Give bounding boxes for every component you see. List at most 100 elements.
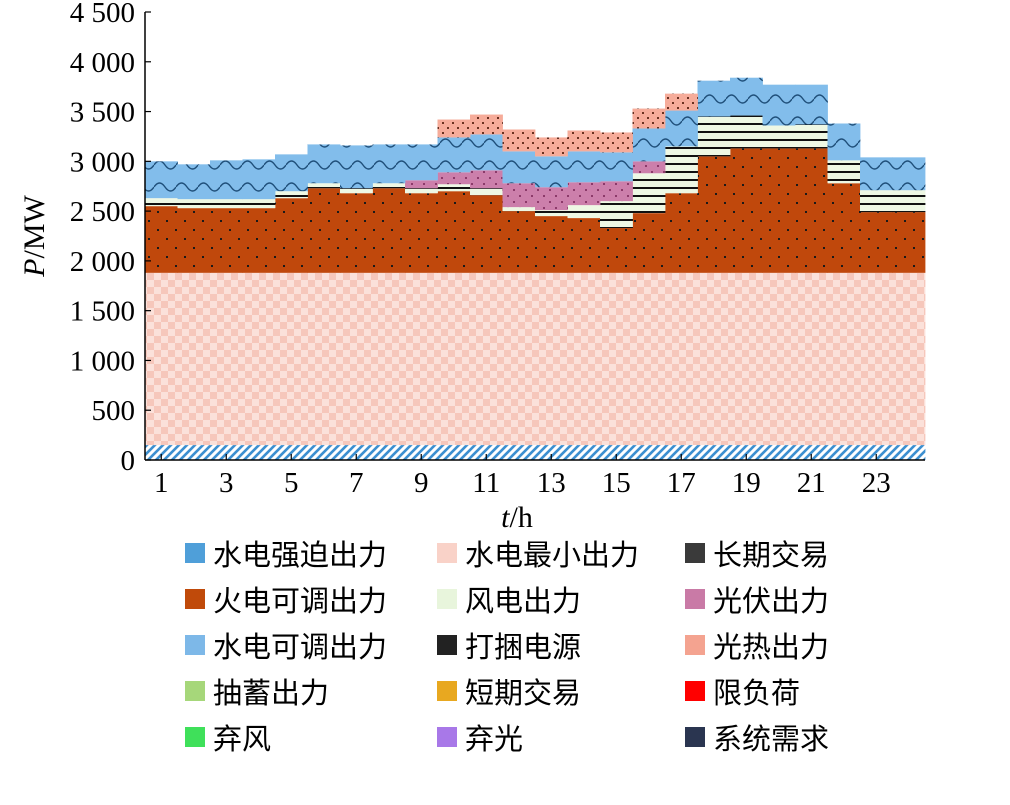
- y-axis-title: P/MW: [18, 194, 51, 277]
- area-segment: [177, 272, 211, 446]
- area-segment: [762, 272, 796, 446]
- area-segment: [762, 125, 796, 149]
- legend-swatch: [437, 681, 457, 701]
- y-tick-label: 1 000: [70, 345, 135, 377]
- area-segment: [275, 272, 308, 446]
- legend-label: 水电强迫出力: [213, 538, 388, 572]
- area-segment: [405, 180, 438, 189]
- legend-item: 水电可调出力: [185, 625, 387, 665]
- x-tick-label: 3: [219, 467, 234, 499]
- area-segment: [567, 218, 601, 273]
- area-segment: [275, 445, 308, 460]
- area-segment: [860, 272, 893, 446]
- series-1: [145, 272, 926, 446]
- area-segment: [697, 80, 731, 117]
- legend-item: 火电可调出力: [185, 579, 387, 619]
- area-segment: [502, 272, 536, 446]
- area-segment: [470, 170, 503, 189]
- legend-item: 风电出力: [437, 579, 581, 619]
- area-segment: [437, 119, 471, 138]
- legend-label: 弃风: [213, 722, 272, 756]
- legend-swatch: [185, 681, 205, 701]
- area-segment: [535, 137, 568, 157]
- area-segment: [340, 145, 373, 189]
- x-tick-label: 15: [602, 467, 631, 499]
- x-tick-label: 23: [862, 467, 891, 499]
- area-segment: [210, 199, 243, 209]
- area-segment: [567, 151, 601, 183]
- area-segment: [242, 199, 276, 209]
- area-segment: [470, 134, 503, 171]
- area-segment: [762, 148, 796, 273]
- area-segment: [697, 116, 731, 157]
- area-segment: [340, 193, 373, 273]
- area-segment: [470, 195, 503, 273]
- legend-label: 短期交易: [465, 676, 582, 710]
- area-segment: [827, 160, 861, 184]
- area-segment: [795, 84, 828, 125]
- area-segment: [437, 184, 471, 192]
- x-tick-label: 21: [797, 467, 826, 499]
- legend-label: 限负荷: [713, 676, 801, 710]
- area-segment: [697, 156, 731, 273]
- area-segment: [242, 208, 276, 273]
- area-segment: [372, 188, 406, 273]
- area-segment: [827, 123, 861, 161]
- area-segment: [177, 164, 211, 200]
- area-segment: [730, 77, 763, 116]
- series-6: [437, 93, 698, 157]
- area-segment: [535, 272, 568, 446]
- area-segment: [567, 130, 601, 152]
- legend-swatch: [185, 635, 205, 655]
- area-segment: [470, 445, 503, 460]
- area-segment: [470, 114, 503, 135]
- area-segment: [242, 445, 276, 460]
- legend-swatch: [437, 635, 457, 655]
- legend-label: 水电最小出力: [465, 538, 640, 572]
- area-segment: [372, 144, 406, 184]
- legend-swatch: [437, 727, 457, 747]
- x-axis-title: t/h: [501, 501, 533, 533]
- area-segment: [470, 272, 503, 446]
- area-segment: [535, 187, 568, 211]
- area-segment: [275, 154, 308, 192]
- area-segment: [210, 272, 243, 446]
- x-tick-label: 1: [154, 467, 169, 499]
- area-segment: [307, 445, 341, 460]
- legend-item: 限负荷: [685, 671, 800, 711]
- legend-swatch: [685, 589, 705, 609]
- area-segment: [600, 228, 633, 273]
- area-segment: [632, 128, 666, 162]
- legend-swatch: [685, 727, 705, 747]
- area-segment: [372, 183, 406, 189]
- area-segment: [762, 445, 796, 460]
- area-segment: [795, 124, 828, 149]
- area-segment: [177, 208, 211, 273]
- area-segment: [665, 272, 698, 446]
- x-tick-label: 17: [667, 467, 696, 499]
- legend-item: 抽蓄出力: [185, 671, 329, 711]
- area-segment: [502, 207, 536, 212]
- area-segment: [632, 272, 666, 446]
- area-segment: [600, 272, 633, 446]
- area-segment: [892, 272, 926, 446]
- legend-label: 系统需求: [713, 722, 830, 756]
- area-segment: [437, 191, 471, 273]
- series-4: [405, 161, 666, 211]
- legend-label: 火电可调出力: [213, 584, 388, 618]
- area-segment: [697, 445, 731, 460]
- area-segment: [860, 445, 893, 460]
- area-segment: [567, 272, 601, 446]
- y-tick-label: 500: [92, 395, 136, 427]
- legend-item: 系统需求: [685, 717, 829, 757]
- stacked-areas: [145, 77, 926, 460]
- legend-swatch: [685, 543, 705, 563]
- legend-label: 风电出力: [465, 584, 582, 618]
- area-segment: [795, 272, 828, 446]
- area-segment: [405, 272, 438, 446]
- area-segment: [405, 188, 438, 194]
- area-segment: [502, 129, 536, 152]
- area-segment: [860, 190, 893, 213]
- area-segment: [210, 160, 243, 200]
- area-segment: [892, 212, 926, 273]
